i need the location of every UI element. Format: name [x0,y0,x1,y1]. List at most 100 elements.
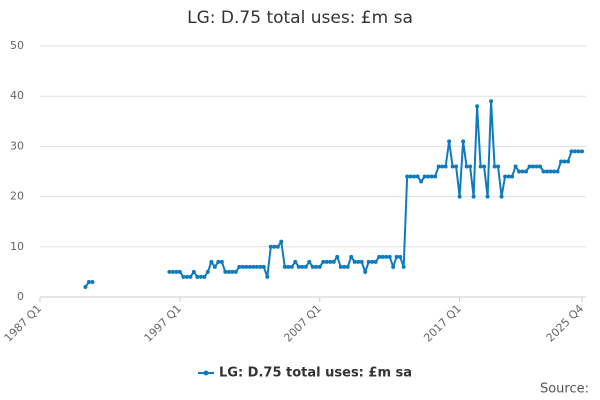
point [233,269,238,274]
point [468,164,473,169]
point [324,259,329,264]
point [562,159,567,164]
point [429,174,434,179]
point [496,164,501,169]
point [482,164,487,169]
point [356,259,361,264]
point [167,269,172,274]
point [205,269,210,274]
point [377,254,382,259]
legend-label: LG: D.75 total uses: £m sa [219,366,412,381]
point [485,194,490,199]
point [475,104,480,109]
point [492,164,497,169]
point [251,264,256,269]
point [384,254,389,259]
point [499,194,504,199]
point [275,244,280,249]
point [373,259,378,264]
point [489,99,494,104]
point [447,139,452,144]
y-tick-label: 30 [10,139,24,152]
point [237,264,242,269]
point [83,284,88,289]
point [545,169,550,174]
point [401,264,406,269]
point [440,164,445,169]
point [219,259,224,264]
point [174,269,179,274]
point [272,244,277,249]
point [538,164,543,169]
point [576,149,581,154]
point [391,264,396,269]
point [461,139,466,144]
point [216,259,221,264]
x-tick-label: 2007 Q1 [281,302,324,345]
point [426,174,431,179]
point [240,264,245,269]
point [335,254,340,259]
y-tick-label: 50 [10,39,24,52]
point [289,264,294,269]
point [212,264,217,269]
point [566,159,571,164]
point [415,174,420,179]
point [387,254,392,259]
x-tick-label: 1987 Q1 [2,302,45,345]
point [436,164,441,169]
point [345,264,350,269]
point [408,174,413,179]
point [230,269,235,274]
point [90,279,95,284]
point [580,149,584,154]
point [188,274,193,279]
point [352,259,357,264]
x-tick-label: 2017 Q1 [421,302,464,345]
point [342,264,347,269]
point [293,259,298,264]
point [510,174,515,179]
point [552,169,557,174]
point [202,274,207,279]
point [419,179,424,184]
point [261,264,266,269]
point [450,164,455,169]
point [184,274,189,279]
point [223,269,228,274]
point [443,164,448,169]
point [338,264,343,269]
legend-marker [203,370,209,376]
point [226,269,231,274]
point [559,159,564,164]
y-tick-label: 10 [10,240,24,253]
point [398,254,403,259]
point [279,239,284,244]
series-line [169,101,582,278]
point [394,254,399,259]
point [555,169,560,174]
point [573,149,578,154]
point [307,259,312,264]
point [534,164,539,169]
point [531,164,536,169]
point [258,264,263,269]
point [195,274,200,279]
point [303,264,308,269]
point [282,264,287,269]
point [86,279,91,284]
point [191,269,196,274]
point [363,269,368,274]
source: Source: [540,382,589,397]
point [405,174,410,179]
y-tick-label: 0 [17,290,24,303]
point [265,274,270,279]
point [244,264,249,269]
point [457,194,462,199]
point [517,169,522,174]
point [569,149,574,154]
point [317,264,322,269]
point [548,169,553,174]
x-tick-label: 2025 Q4 [544,302,587,345]
point [412,174,417,179]
